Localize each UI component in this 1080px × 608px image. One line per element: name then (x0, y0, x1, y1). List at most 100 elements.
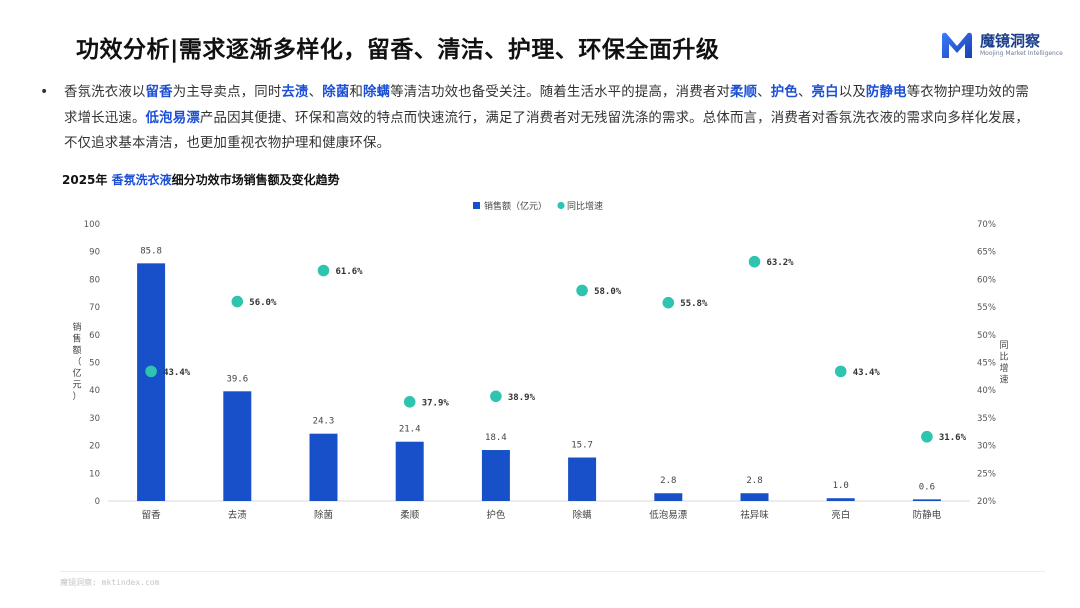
growth-point (145, 365, 157, 378)
y2-tick-label: 65% (977, 248, 996, 258)
paragraph-text: 、 (308, 85, 323, 100)
growth-point (921, 430, 933, 443)
chart-title-year: 2025年 (62, 173, 112, 187)
y-tick-label: 30 (89, 414, 100, 424)
y-tick-label: 50 (89, 359, 100, 369)
bar-value-label: 21.4 (399, 425, 421, 435)
y-tick-label: 40 (89, 386, 100, 396)
y2-tick-label: 35% (977, 414, 996, 424)
keyword-highlight: 低泡易漂 (145, 110, 200, 126)
bar-value-label: 24.3 (313, 417, 335, 427)
bullet-icon: • (40, 84, 49, 100)
page-title: 功效分析|需求逐渐多样化，留香、清洁、护理、环保全面升级 (76, 37, 720, 63)
paragraph-text: 、 (797, 85, 812, 100)
x-tick-label: 除螨 (573, 509, 592, 521)
growth-value-label: 43.4% (853, 368, 881, 378)
growth-point (576, 284, 588, 297)
keyword-highlight: 除螨 (363, 85, 391, 100)
paragraph-text: 产品因其便捷、环保和高效的特点而快速流行，满足了消费者对无残留洗涤的需求。总体而… (64, 110, 1029, 152)
y2-tick-label: 45% (977, 359, 996, 369)
growth-value-label: 37.9% (422, 398, 450, 408)
y-tick-label: 20 (89, 442, 100, 452)
y-tick-label: 80 (89, 275, 100, 285)
y2-axis-label: 同比增速 (999, 340, 1008, 386)
y2-tick-label: 25% (977, 469, 996, 479)
y2-tick-label: 20% (977, 497, 996, 507)
bar-value-label: 18.4 (485, 433, 507, 443)
x-tick-label: 低泡易漂 (649, 509, 688, 521)
bar-value-label: 0.6 (919, 482, 935, 492)
bar-value-label: 39.6 (226, 374, 248, 384)
bar-value-label: 1.0 (833, 481, 849, 491)
growth-value-label: 63.2% (767, 258, 795, 268)
y2-tick-label: 55% (977, 303, 996, 313)
x-tick-label: 防静电 (913, 509, 942, 521)
keyword-highlight: 防静电 (865, 85, 907, 100)
growth-point (748, 255, 761, 268)
bar (912, 499, 941, 501)
x-tick-label: 祛异味 (740, 509, 769, 521)
y2-tick-label: 30% (977, 442, 996, 452)
legend-label-growth: 同比增速 (567, 200, 603, 212)
bar (309, 433, 338, 501)
y-tick-label: 60 (89, 331, 100, 341)
bar (740, 493, 769, 501)
y2-tick-label: 70% (977, 220, 996, 230)
y2-tick-label: 40% (977, 386, 996, 396)
bar (395, 441, 424, 501)
sales-growth-chart: 0 10 20 30 40 50 60 70 80 90 100 20% 25% 30% 35% 40% 45%… (72, 200, 1008, 521)
paragraph-text: 等清洁功效也备受关注。随着生活水平的提高，消费者对 (390, 85, 730, 100)
y-tick-label: 70 (89, 303, 100, 313)
logo-m-icon (942, 32, 972, 58)
x-tick-label: 去渍 (228, 509, 248, 521)
chart-title: 2025年 香氛洗衣液细分功效市场销售额及变化趋势 (62, 171, 340, 188)
legend-swatch-growth (557, 201, 565, 210)
growth-value-label: 38.9% (508, 393, 536, 403)
keyword-highlight: 护色 (770, 85, 798, 100)
x-tick-label: 柔顺 (400, 510, 420, 521)
x-tick-label: 亮白 (831, 509, 850, 521)
logo-subtitle: Moojing Market Intelligence (980, 50, 1063, 57)
growth-point (834, 365, 847, 378)
growth-value-label: 31.6% (939, 433, 967, 443)
growth-point (231, 295, 244, 308)
legend-swatch-sales (473, 202, 480, 209)
paragraph-text: 、 (757, 85, 771, 100)
paragraph-text: 香氛洗衣液以 (64, 85, 146, 100)
footer-divider (60, 571, 1045, 572)
bar (223, 391, 252, 501)
paragraph-text: 以及 (838, 85, 866, 100)
y-tick-label: 100 (84, 220, 100, 230)
paragraph-text: 为主导卖点，同时 (172, 85, 282, 100)
summary-paragraph: 香氛洗衣液以留香为主导卖点，同时去渍、除菌和除螨等清洁功效也备受关注。随着生活水… (64, 80, 1039, 157)
logo-name: 魔镜洞察 (980, 32, 1041, 50)
footer-source: 魔镜洞察: mktindex.com (60, 578, 160, 587)
paragraph-text: 和 (349, 85, 364, 100)
chart-title-highlight: 香氛洗衣液 (111, 173, 172, 187)
keyword-highlight: 除菌 (322, 85, 350, 100)
growth-value-label: 43.4% (163, 368, 191, 378)
growth-value-label: 61.6% (336, 267, 364, 277)
bar-value-label: 85.8 (140, 246, 162, 256)
y-tick-label: 90 (89, 248, 100, 258)
x-tick-label: 护色 (486, 509, 506, 521)
bar (481, 450, 510, 501)
bar-value-label: 15.7 (571, 441, 593, 451)
brand-logo: 魔镜洞察 Moojing Market Intelligence (940, 28, 1065, 62)
x-tick-label: 留香 (142, 509, 162, 521)
growth-value-label: 55.8% (680, 299, 708, 309)
y-axis-label: 销售额（亿元） (72, 321, 81, 402)
keyword-highlight: 柔顺 (729, 85, 758, 100)
growth-point (662, 296, 675, 309)
legend-label-sales: 销售额（亿元） (484, 200, 547, 212)
growth-point (317, 264, 330, 277)
y2-tick-label: 60% (977, 275, 996, 285)
bar (826, 498, 855, 501)
x-tick-label: 除菌 (314, 509, 333, 521)
growth-point (490, 390, 502, 403)
growth-value-label: 58.0% (594, 287, 622, 297)
bar-value-label: 2.8 (660, 476, 676, 486)
y2-tick-label: 50% (977, 331, 996, 341)
bar (568, 457, 597, 501)
bar-value-label: 2.8 (746, 476, 762, 486)
